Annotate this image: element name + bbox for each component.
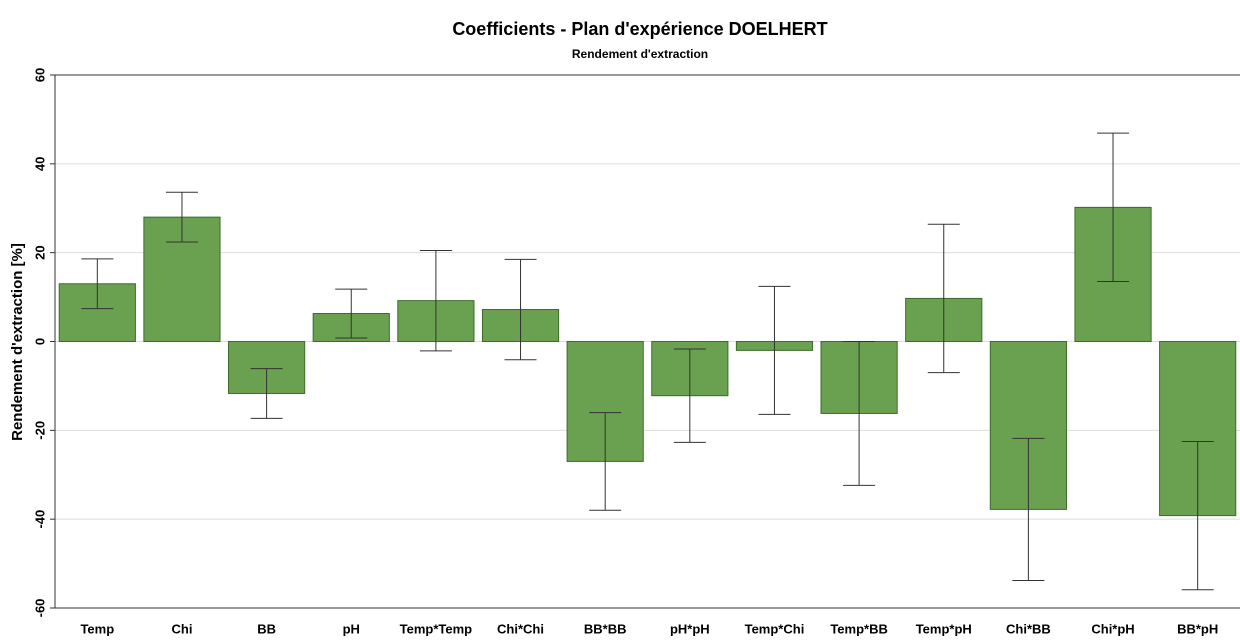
- x-tick-label: Temp: [80, 621, 114, 636]
- y-tick-label: 0: [32, 338, 47, 345]
- x-tick-label: BB*BB: [584, 621, 627, 636]
- x-tick-label: BB: [257, 621, 276, 636]
- error-bar: [1181, 440, 1214, 591]
- error-bar: [673, 348, 706, 443]
- y-tick-label: 60: [32, 68, 47, 82]
- error-bar: [927, 223, 960, 374]
- x-tick-label: BB*pH: [1177, 621, 1218, 636]
- chart-subtitle: Rendement d'extraction: [572, 47, 708, 61]
- x-tick-label: pH: [343, 621, 360, 636]
- x-tick-label: Chi: [171, 621, 192, 636]
- x-tick-label: Chi*BB: [1006, 621, 1051, 636]
- error-bar: [1097, 132, 1130, 283]
- y-tick-label: 20: [32, 245, 47, 259]
- error-bar: [504, 258, 537, 361]
- y-axis-label: Rendement d'extraction [%]: [9, 243, 26, 441]
- x-tick-label: Chi*pH: [1091, 621, 1134, 636]
- y-tick-label: -60: [32, 599, 47, 618]
- x-tick-label: pH*pH: [670, 621, 710, 636]
- x-tick-label: Temp*BB: [830, 621, 888, 636]
- error-bar: [165, 191, 198, 243]
- error-bar: [335, 288, 368, 339]
- error-bar: [81, 258, 114, 310]
- chart-title: Coefficients - Plan d'expérience DOELHER…: [452, 19, 827, 39]
- x-tick-label: Temp*Chi: [745, 621, 805, 636]
- error-bar: [843, 341, 876, 486]
- error-bar: [589, 412, 622, 511]
- y-tick-label: 40: [32, 157, 47, 171]
- error-bar: [250, 368, 283, 419]
- x-tick-label: Temp*Temp: [400, 621, 473, 636]
- error-bar: [1012, 437, 1045, 581]
- y-tick-label: -40: [32, 510, 47, 529]
- x-tick-label: Temp*pH: [916, 621, 972, 636]
- y-tick-label: -20: [32, 421, 47, 440]
- x-tick-label: Chi*Chi: [497, 621, 544, 636]
- error-bar: [419, 249, 452, 352]
- error-bar: [758, 285, 791, 415]
